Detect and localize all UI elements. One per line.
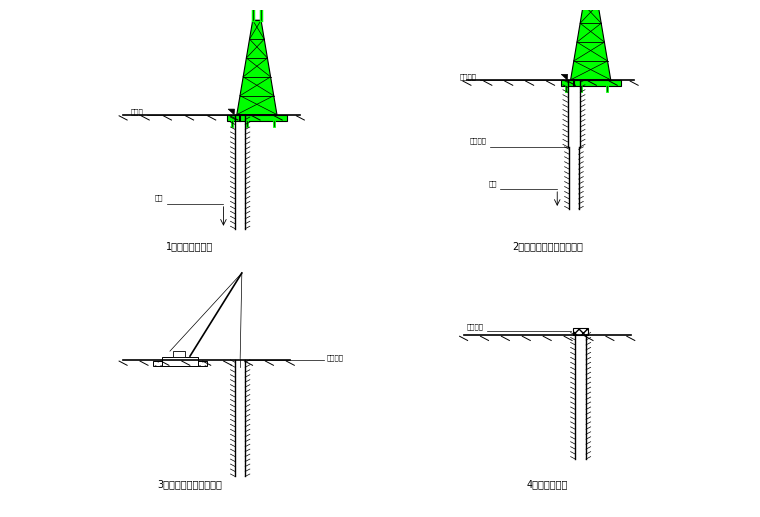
Text: 3、吸车运动、入孔就位: 3、吸车运动、入孔就位 [157,479,223,489]
Bar [154,361,207,366]
Text: 1、钒机就位钒孔: 1、钒机就位钒孔 [166,241,214,251]
Bar [162,357,198,366]
Text: 地面标高: 地面标高 [327,355,344,361]
Polygon shape [228,109,235,115]
Polygon shape [237,20,277,115]
Bar [561,80,621,86]
Polygon shape [561,74,568,80]
Text: 护壁深度: 护壁深度 [470,138,487,144]
Text: 浇注完成: 浇注完成 [467,324,483,330]
Text: 孔深: 孔深 [489,180,497,187]
Text: 孔深: 孔深 [155,195,163,202]
Bar [173,351,185,357]
Bar [573,328,588,335]
Bar [226,115,287,121]
Text: 正地面: 正地面 [131,108,143,115]
Text: 地面标高: 地面标高 [460,73,477,80]
Text: 2、钒进成孔护壁、定位桩: 2、钒进成孔护壁、定位桩 [511,241,583,251]
Polygon shape [571,0,611,80]
Text: 4、浇桩、完成: 4、浇桩、完成 [527,479,568,489]
